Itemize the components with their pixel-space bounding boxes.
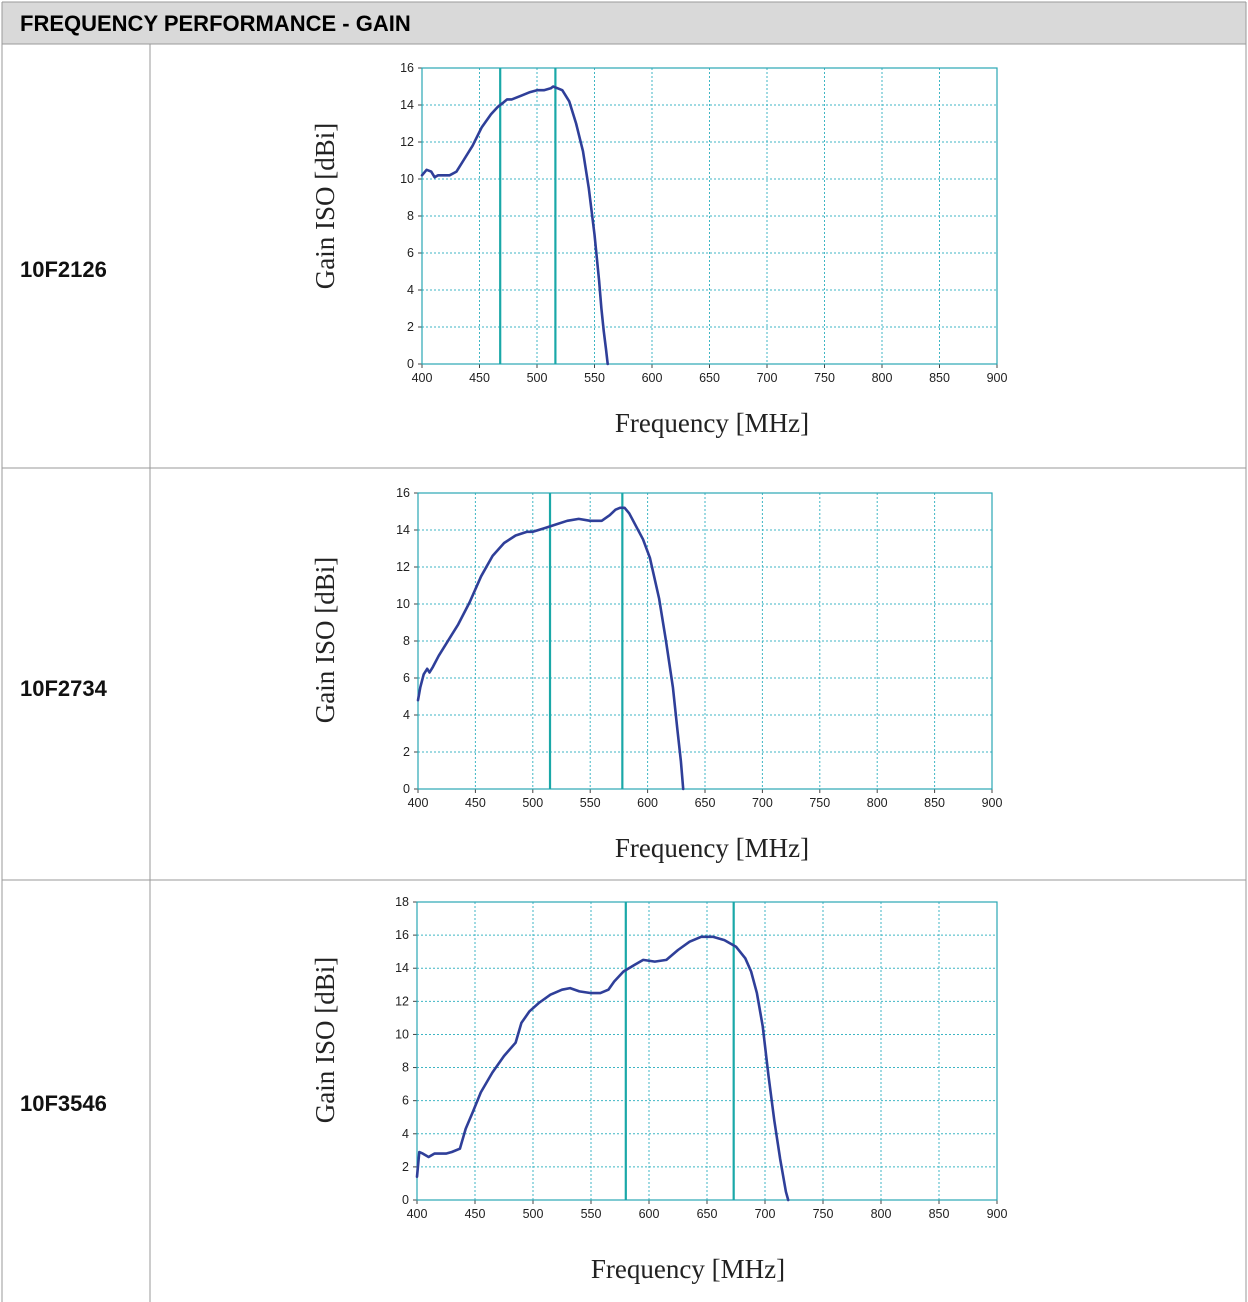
x-tick-label: 850 (929, 1207, 950, 1221)
x-tick-label: 450 (465, 1207, 486, 1221)
y-axis-title: Gain ISO [dBi] (310, 557, 340, 723)
y-tick-label: 0 (407, 357, 414, 371)
x-tick-label: 500 (527, 371, 548, 385)
x-axis-title: Frequency [MHz] (591, 1254, 785, 1284)
x-tick-label: 400 (407, 1207, 428, 1221)
y-tick-label: 2 (403, 745, 410, 759)
y-tick-label: 16 (395, 928, 409, 942)
y-tick-label: 14 (395, 961, 409, 975)
header-band (2, 2, 1246, 44)
gain-series-line (415, 935, 790, 1202)
x-tick-label: 550 (581, 1207, 602, 1221)
x-tick-label: 650 (699, 371, 720, 385)
y-tick-label: 18 (395, 895, 409, 909)
x-tick-label: 650 (695, 796, 716, 810)
x-tick-label: 800 (872, 371, 893, 385)
y-tick-label: 6 (407, 246, 414, 260)
y-tick-label: 6 (403, 671, 410, 685)
x-tick-label: 700 (755, 1207, 776, 1221)
gain-chart-10F2734: 400 450 500 550 600 650 700 750 800 850 900 0 2 4 6 8 10… (310, 486, 1002, 863)
y-tick-label: 10 (396, 597, 410, 611)
x-tick-label: 450 (469, 371, 490, 385)
gain-series-line (416, 506, 685, 791)
y-tick-label: 8 (403, 634, 410, 648)
row-label-10F3546: 10F3546 (20, 1091, 107, 1116)
y-tick-label: 2 (402, 1160, 409, 1174)
y-tick-label: 12 (396, 560, 410, 574)
plot-frame (416, 901, 998, 1201)
x-tick-label: 600 (642, 371, 663, 385)
x-tick-label: 400 (408, 796, 429, 810)
x-tick-label: 550 (584, 371, 605, 385)
x-tick-label: 600 (637, 796, 658, 810)
y-tick-label: 16 (396, 486, 410, 500)
y-tick-label: 12 (400, 135, 414, 149)
x-tick-label: 600 (639, 1207, 660, 1221)
y-tick-label: 0 (403, 782, 410, 796)
x-tick-label: 700 (757, 371, 778, 385)
x-tick-label: 800 (867, 796, 888, 810)
plot-frame (417, 492, 993, 790)
y-tick-label: 4 (407, 283, 414, 297)
x-tick-label: 700 (752, 796, 773, 810)
x-tick-label: 750 (814, 371, 835, 385)
x-tick-label: 400 (412, 371, 433, 385)
y-tick-label: 0 (402, 1193, 409, 1207)
x-tick-label: 750 (809, 796, 830, 810)
y-tick-label: 2 (407, 320, 414, 334)
x-tick-label: 650 (697, 1207, 718, 1221)
x-tick-label: 900 (982, 796, 1003, 810)
x-tick-label: 850 (924, 796, 945, 810)
y-tick-label: 6 (402, 1094, 409, 1108)
x-tick-label: 750 (813, 1207, 834, 1221)
page-title: FREQUENCY PERFORMANCE - GAIN (20, 11, 411, 36)
x-tick-label: 500 (523, 1207, 544, 1221)
plot-frame (421, 67, 998, 365)
y-tick-label: 8 (407, 209, 414, 223)
y-tick-label: 14 (400, 98, 414, 112)
y-tick-label: 8 (402, 1061, 409, 1075)
y-tick-label: 10 (400, 172, 414, 186)
x-axis-title: Frequency [MHz] (615, 833, 809, 863)
x-tick-label: 900 (987, 371, 1008, 385)
x-tick-label: 500 (522, 796, 543, 810)
y-tick-label: 10 (395, 1027, 409, 1041)
x-tick-label: 550 (580, 796, 601, 810)
y-tick-label: 4 (402, 1127, 409, 1141)
gain-chart-10F3546: 400 450 500 550 600 650 700 750 800 850 900 0 2 4 6 8 10… (310, 895, 1007, 1284)
x-axis-title: Frequency [MHz] (615, 408, 809, 438)
row-label-10F2126: 10F2126 (20, 257, 107, 282)
y-tick-label: 4 (403, 708, 410, 722)
x-tick-label: 900 (987, 1207, 1008, 1221)
gain-chart-10F2126: 400 450 500 550 600 650 700 750 800 850 900 0 2 4 6 8 10… (310, 61, 1007, 438)
x-tick-label: 450 (465, 796, 486, 810)
x-tick-label: 800 (871, 1207, 892, 1221)
y-tick-label: 16 (400, 61, 414, 75)
y-tick-label: 14 (396, 523, 410, 537)
x-tick-label: 850 (929, 371, 950, 385)
row-label-10F2734: 10F2734 (20, 676, 108, 701)
y-tick-label: 12 (395, 994, 409, 1008)
y-axis-title: Gain ISO [dBi] (310, 123, 340, 289)
gain-series-line (420, 85, 610, 366)
y-axis-title: Gain ISO [dBi] (310, 957, 340, 1123)
